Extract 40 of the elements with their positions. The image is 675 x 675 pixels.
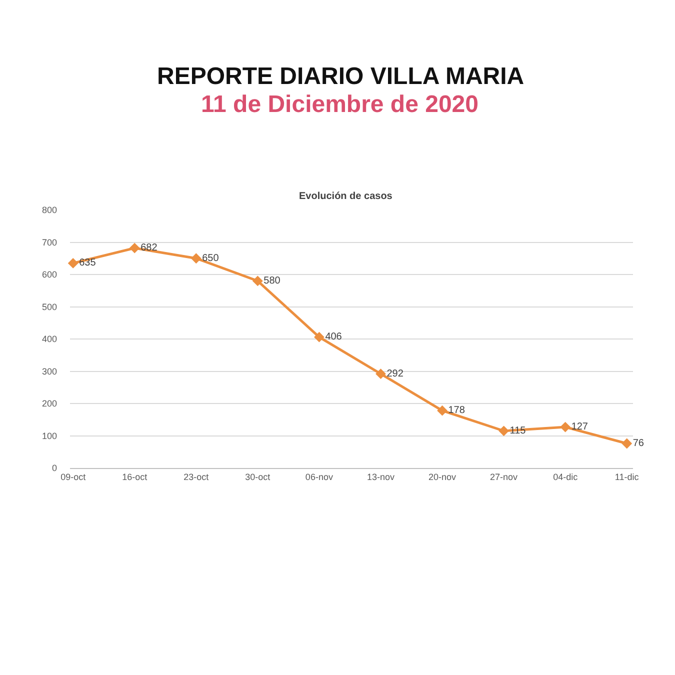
x-tick-label: 06-nov xyxy=(305,472,334,482)
x-tick-label: 27-nov xyxy=(490,472,518,482)
data-label: 635 xyxy=(79,258,96,269)
point xyxy=(129,242,140,254)
y-tick-label: 0 xyxy=(52,463,57,474)
chart-subtitle: 11 de Diciembre de 2020 xyxy=(201,91,478,118)
point xyxy=(190,253,202,264)
x-tick-label: 16-oct xyxy=(122,472,148,482)
data-label: 76 xyxy=(632,438,644,449)
x-tick-label: 23-oct xyxy=(184,472,210,482)
y-tick-label: 100 xyxy=(42,430,57,441)
point xyxy=(560,422,571,432)
data-label: 178 xyxy=(448,405,466,416)
y-tick-label: 500 xyxy=(42,302,57,312)
point xyxy=(314,332,324,342)
y-tick-label: 600 xyxy=(42,270,57,280)
x-tick-label: 30-oct xyxy=(245,472,271,482)
y-tick-label: 200 xyxy=(42,398,57,409)
text: Evolución de casos xyxy=(299,191,393,202)
point xyxy=(622,438,632,449)
x-tick-label: 20-nov xyxy=(428,472,457,482)
data-label: 292 xyxy=(386,368,404,380)
point xyxy=(498,426,509,436)
x-tick-label: 11-dic xyxy=(614,472,640,482)
data-label: 127 xyxy=(571,422,588,433)
y-tick-label: 400 xyxy=(42,334,57,344)
data-label: 580 xyxy=(264,275,281,286)
y-tick-label: 700 xyxy=(42,237,57,248)
point xyxy=(68,258,78,268)
chart-title: REPORTE DIARIO VILLA MARIA xyxy=(157,63,524,90)
y-tick-label: 800 xyxy=(42,205,57,216)
x-tick-label: 04-dic xyxy=(553,472,578,482)
point xyxy=(252,276,263,286)
x-tick-label: 13-nov xyxy=(366,472,395,482)
x-tick-label: 09-oct xyxy=(60,472,86,482)
y-tick-label: 300 xyxy=(42,366,57,376)
data-label: 650 xyxy=(202,252,220,264)
point xyxy=(376,368,386,380)
data-label: 406 xyxy=(325,332,342,343)
point xyxy=(437,405,448,416)
